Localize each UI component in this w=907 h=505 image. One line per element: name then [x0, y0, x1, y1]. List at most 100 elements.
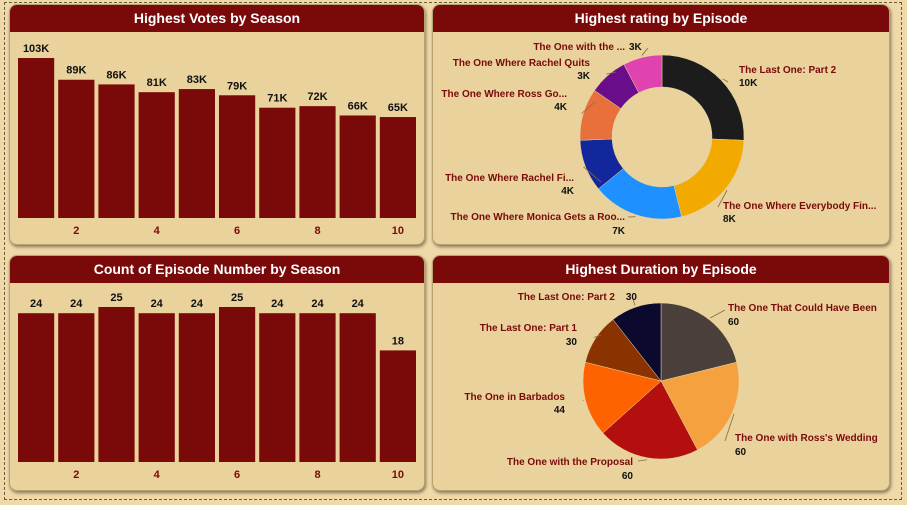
- bar-season-8: [299, 313, 336, 462]
- slice-value-label: 4K: [561, 186, 575, 197]
- bar-season-7: [259, 313, 296, 462]
- bar-season-4: [138, 313, 175, 462]
- bar-value-label: 24: [70, 298, 83, 310]
- bar-value-label: 103K: [23, 43, 49, 55]
- x-tick-label: 4: [154, 225, 161, 237]
- x-tick-label: 8: [314, 225, 320, 237]
- bar-season-4: [138, 92, 175, 218]
- episodes-chart-title: Count of Episode Number by Season: [10, 256, 424, 283]
- votes-bar-chart: 103K 89K 2 86K 81K 4 83K 79K 6 71K 72K 8 66K 65K 10: [18, 43, 416, 237]
- x-tick-label: 8: [314, 469, 320, 481]
- rating-donut-chart: The Last One: Part 2 10K The One Where Eve…: [441, 42, 877, 237]
- slice-4: [582, 361, 662, 434]
- leader-line: [710, 309, 726, 319]
- bar-value-label: 24: [271, 298, 284, 310]
- slice-label: The One in Barbados: [464, 392, 565, 403]
- slice-label: The One with Ross's Wedding: [735, 433, 878, 444]
- bar-value-label: 25: [231, 292, 243, 304]
- bar-season-6: [219, 307, 256, 462]
- duration-pie-chart: The One That Could Have Been 60 The One wi…: [464, 292, 878, 482]
- votes-card: Highest Votes by Season 103K 89K 2 86K 81K 4 8…: [9, 4, 425, 245]
- slice-label: The One Where Monica Gets a Roo...: [451, 212, 626, 223]
- slice-label: The Last One: Part 1: [480, 323, 578, 334]
- rating-chart-title: Highest rating by Episode: [433, 5, 889, 32]
- bar-value-label: 72K: [307, 91, 327, 103]
- bar-season-3: [98, 307, 135, 462]
- slice-label: The One with the ...: [533, 42, 625, 53]
- votes-chart-title: Highest Votes by Season: [10, 5, 424, 32]
- slice-3: [602, 380, 698, 460]
- slice-1: [661, 54, 745, 141]
- slice-value-label: 60: [728, 317, 740, 328]
- slice-label: The Last One: Part 2: [739, 65, 837, 76]
- bar-value-label: 24: [311, 298, 324, 310]
- bar-value-label: 71K: [267, 93, 287, 105]
- bar-value-label: 24: [30, 298, 43, 310]
- leader-line: [717, 189, 728, 208]
- episodes-card: Count of Episode Number by Season 24 24 2 2…: [9, 255, 425, 491]
- bar-value-label: 81K: [147, 77, 167, 89]
- slice-value-label: 44: [554, 405, 566, 416]
- slice-label: The One Where Everybody Fin...: [723, 201, 877, 212]
- dashboard-frame: [4, 2, 902, 500]
- slice-2: [660, 361, 740, 451]
- bar-value-label: 24: [191, 298, 204, 310]
- slice-value-label: 30: [566, 337, 578, 348]
- bar-season-2: [58, 313, 95, 462]
- slice-value-label: 60: [622, 471, 634, 482]
- slice-value-label: 10K: [739, 78, 758, 89]
- x-tick-label: 2: [73, 469, 79, 481]
- x-tick-label: 6: [234, 225, 240, 237]
- slice-value-label: 3K: [577, 71, 591, 82]
- x-tick-label: 10: [392, 469, 404, 481]
- leader-line: [593, 334, 602, 338]
- bar-value-label: 79K: [227, 80, 247, 92]
- bar-season-1: [18, 58, 55, 218]
- slice-value-label: 4K: [554, 102, 568, 113]
- slice-value-label: 8K: [723, 214, 737, 225]
- episodes-bar-chart: 24 24 2 25 24 4 24 25 6 24 24 8 24 18 10: [18, 292, 416, 481]
- leader-line: [641, 47, 649, 56]
- duration-card: Highest Duration by Episode The One That…: [432, 255, 890, 491]
- bar-season-5: [178, 89, 215, 218]
- bar-season-8: [299, 106, 336, 218]
- bar-season-7: [259, 107, 296, 218]
- slice-value-label: 3K: [629, 42, 643, 53]
- bar-value-label: 65K: [388, 102, 408, 114]
- slice-label: The One Where Rachel Fi...: [445, 173, 574, 184]
- bar-value-label: 24: [151, 298, 164, 310]
- slice-label: The Last One: Part 2: [518, 292, 616, 303]
- leader-line: [724, 413, 735, 442]
- bar-value-label: 86K: [106, 69, 126, 81]
- bar-value-label: 18: [392, 335, 404, 347]
- bar-season-10: [379, 117, 416, 218]
- leader-line: [581, 101, 596, 114]
- leader-line: [583, 166, 602, 183]
- leader-line: [632, 298, 636, 306]
- slice-label: The One That Could Have Been: [728, 303, 877, 314]
- slice-value-label: 30: [626, 292, 638, 303]
- rating-card: Highest rating by Episode The Last One: …: [432, 4, 890, 245]
- bar-season-6: [219, 95, 256, 218]
- bar-season-10: [379, 350, 416, 462]
- bar-season-5: [178, 313, 215, 462]
- x-tick-label: 2: [73, 225, 79, 237]
- slice-label: The One Where Ross Go...: [441, 89, 567, 100]
- duration-chart-title: Highest Duration by Episode: [433, 256, 889, 283]
- leader-line: [637, 459, 647, 462]
- bar-value-label: 25: [110, 292, 122, 304]
- bar-season-9: [339, 313, 376, 462]
- slice-value-label: 60: [735, 447, 747, 458]
- slice-value-label: 7K: [612, 226, 626, 237]
- leader-line: [606, 71, 617, 75]
- slice-6: [612, 302, 662, 382]
- x-tick-label: 4: [154, 469, 161, 481]
- slice-label: The One with the Proposal: [507, 457, 633, 468]
- leader-line: [722, 78, 729, 83]
- bar-season-2: [58, 79, 95, 218]
- bar-season-1: [18, 313, 55, 462]
- bar-season-9: [339, 115, 376, 218]
- bar-value-label: 89K: [66, 65, 86, 77]
- bar-value-label: 66K: [348, 100, 368, 112]
- bar-season-3: [98, 84, 135, 218]
